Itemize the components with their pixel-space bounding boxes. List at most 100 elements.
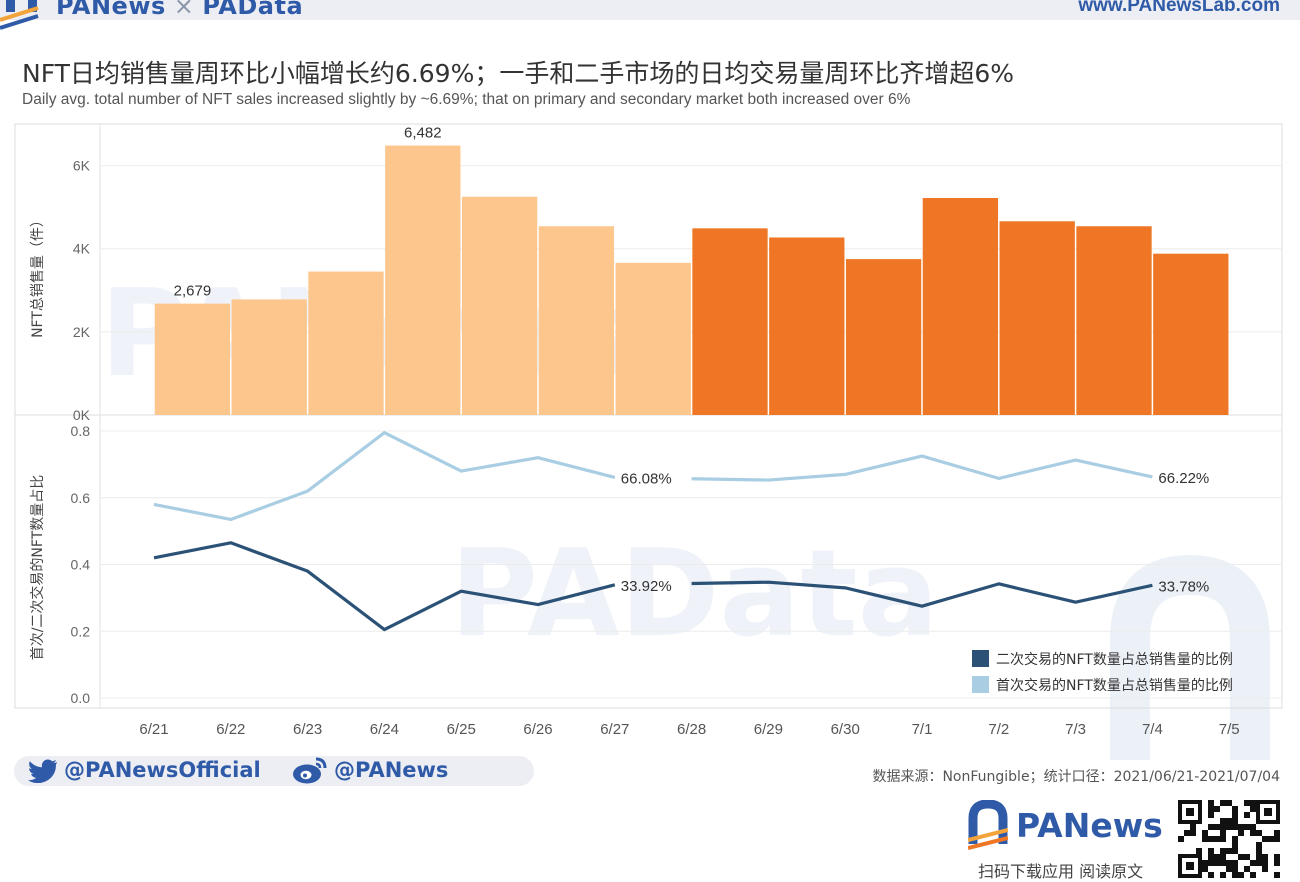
qr-module — [1226, 824, 1232, 830]
qr-module — [1220, 836, 1226, 842]
chart-labels: 2,679 6,482 66.08% 66.22% 33.92% 33.78% — [174, 125, 1210, 596]
x-tick-label: 7/3 — [1065, 721, 1086, 738]
bar-y-tick-label: 0K — [73, 407, 91, 423]
qr-module — [1238, 854, 1244, 860]
x-tick-label: 6/25 — [447, 721, 476, 738]
qr-module — [1202, 860, 1208, 866]
qr-module — [1208, 848, 1214, 854]
brand-logo-text: PANews — [1016, 806, 1163, 845]
qr-module — [1190, 830, 1196, 836]
x-tick-label: 6/30 — [831, 721, 860, 738]
line-data-label: 66.22% — [1158, 470, 1209, 487]
qr-module — [1226, 800, 1232, 806]
qr-module — [1202, 836, 1208, 842]
qr-module — [1256, 854, 1262, 860]
legend-swatch — [972, 676, 989, 693]
bar-7/4 — [1153, 253, 1229, 415]
watermark-padata: PAData — [450, 525, 939, 664]
bar-6/24 — [385, 145, 461, 415]
qr-finder-center — [1186, 808, 1194, 816]
x-tick-label: 6/23 — [293, 721, 322, 738]
x-tick-label: 6/26 — [523, 721, 552, 738]
qr-module — [1256, 860, 1262, 866]
line-secondary-segment — [153, 541, 616, 632]
qr-module — [1232, 842, 1238, 848]
qr-module — [1268, 836, 1274, 842]
header-logo-padata: PAData — [202, 0, 304, 20]
qr-module — [1274, 872, 1280, 878]
line-y-tick-label: 0.6 — [71, 490, 91, 506]
line-data-label: 66.08% — [621, 470, 672, 487]
qr-module — [1262, 866, 1268, 872]
qr-module — [1214, 806, 1220, 812]
qr-module — [1208, 812, 1214, 818]
qr-code-icon[interactable] — [1178, 800, 1280, 878]
qr-module — [1232, 860, 1238, 866]
x-tick-label: 6/27 — [600, 721, 629, 738]
qr-module — [1256, 848, 1262, 854]
qr-module — [1208, 800, 1214, 806]
qr-module — [1232, 818, 1238, 824]
qr-module — [1238, 824, 1244, 830]
twitter-icon[interactable] — [28, 757, 58, 783]
bar-7/1 — [922, 197, 999, 415]
qr-module — [1274, 830, 1280, 836]
x-tick-label: 7/2 — [988, 721, 1009, 738]
x-tick-label: 7/4 — [1142, 721, 1163, 738]
qr-module — [1208, 836, 1214, 842]
legend-entry: 首次交易的NFT数量占总销售量的比例 — [996, 677, 1233, 694]
qr-module — [1220, 818, 1226, 824]
qr-module — [1220, 830, 1226, 836]
qr-module — [1250, 872, 1256, 878]
qr-module — [1214, 854, 1220, 860]
line-y-axis-label: 首次/二次交易的NFT数量占比 — [29, 475, 46, 661]
line-y-tick-label: 0.2 — [71, 623, 91, 639]
bar-y-tick-label: 4K — [73, 241, 91, 257]
qr-module — [1208, 872, 1214, 878]
qr-module — [1274, 836, 1280, 842]
bar-6/25 — [461, 196, 538, 415]
header-url[interactable]: www.PANewsLab.com — [1078, 0, 1280, 16]
line-data-label: 33.92% — [621, 578, 672, 595]
qr-finder — [1256, 800, 1280, 824]
bar-y-tick-label: 6K — [73, 158, 91, 174]
weibo-icon[interactable] — [292, 755, 328, 785]
bar-6/21 — [154, 303, 231, 415]
qr-module — [1232, 872, 1238, 878]
line-y-tick-label: 0.4 — [71, 557, 91, 573]
qr-module — [1238, 830, 1244, 836]
qr-module — [1232, 806, 1238, 812]
qr-module — [1226, 818, 1232, 824]
qr-module — [1250, 806, 1256, 812]
qr-module — [1232, 824, 1238, 830]
bar-6/29 — [769, 237, 845, 415]
qr-module — [1208, 824, 1214, 830]
qr-module — [1202, 866, 1208, 872]
qr-module — [1232, 866, 1238, 872]
bar-6/28 — [692, 228, 768, 415]
twitter-handle[interactable]: @PANewsOfficial — [64, 758, 261, 782]
qr-module — [1208, 854, 1214, 860]
legend-entry: 二次交易的NFT数量占总销售量的比例 — [996, 651, 1233, 668]
x-tick-label: 6/24 — [370, 721, 399, 738]
weibo-handle[interactable]: @PANews — [334, 758, 449, 782]
qr-module — [1202, 830, 1208, 836]
qr-module — [1250, 824, 1256, 830]
bar-data-label: 2,679 — [174, 283, 212, 300]
qr-module — [1244, 866, 1250, 872]
bar-series — [154, 145, 1229, 415]
qr-finder — [1178, 800, 1202, 824]
qr-module — [1208, 860, 1214, 866]
qr-module — [1250, 860, 1256, 866]
x-tick-label: 6/28 — [677, 721, 706, 738]
line-y-tick-label: 0.0 — [71, 690, 91, 706]
qr-module — [1244, 824, 1250, 830]
qr-module — [1262, 836, 1268, 842]
qr-module — [1256, 842, 1262, 848]
chart-subtitle: Daily avg. total number of NFT sales inc… — [22, 91, 911, 108]
qr-module — [1226, 866, 1232, 872]
bar-6/26 — [538, 226, 615, 415]
brand-logo-icon — [968, 800, 1008, 850]
qr-module — [1244, 812, 1250, 818]
